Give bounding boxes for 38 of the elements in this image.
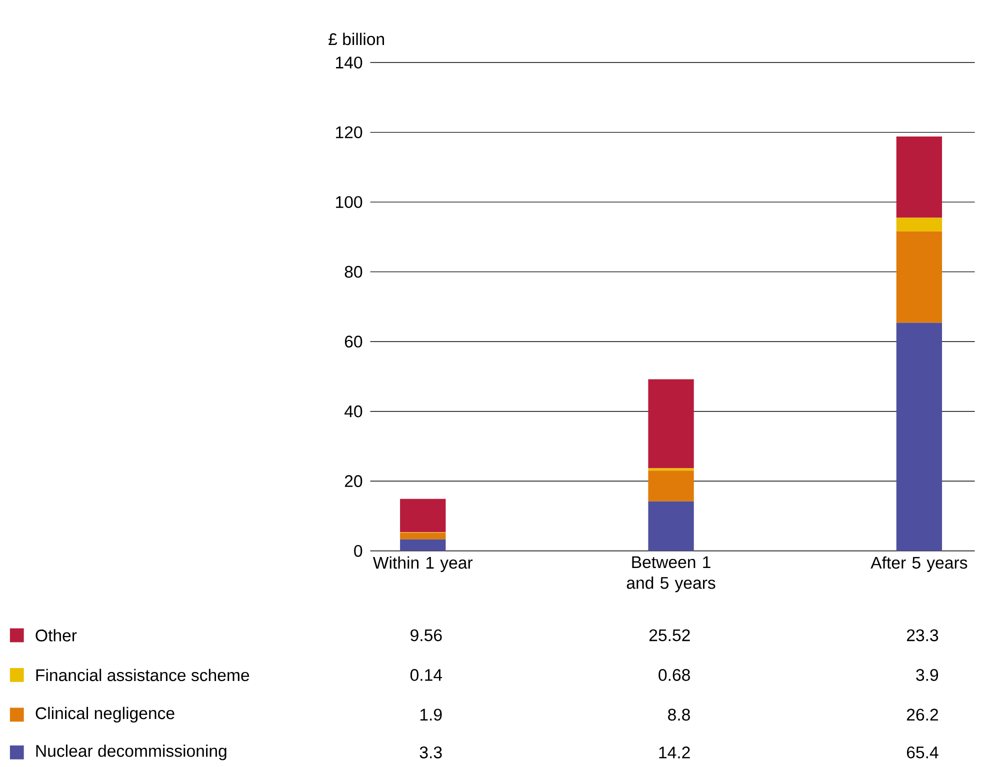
- data-label: 25.52: [649, 629, 690, 642]
- bar: [400, 532, 446, 540]
- bar: [400, 539, 446, 551]
- y-tick-label: 60: [344, 336, 362, 348]
- bar: [648, 470, 694, 502]
- y-tick-label: 140: [336, 56, 362, 68]
- x-tick-label: Between 1 and 5 years: [626, 556, 716, 592]
- data-label: 9.56: [410, 629, 442, 642]
- data-label: 1.9: [420, 708, 442, 721]
- legend-label: Financial assistance scheme: [36, 668, 250, 682]
- bar: [400, 498, 446, 532]
- x-tick-label: Within 1 year: [372, 556, 473, 572]
- y-tick-label: 100: [336, 196, 362, 208]
- data-label: 3.3: [420, 746, 442, 758]
- bar: [896, 136, 942, 218]
- y-tick-label: 0: [354, 544, 362, 557]
- y-tick-label: 40: [344, 405, 362, 418]
- bar: [896, 231, 942, 323]
- data-label: 14.2: [659, 746, 690, 758]
- y-axis-title: £ billion: [328, 32, 384, 46]
- bar: [896, 218, 942, 232]
- legend-label: Clinical negligence: [36, 706, 174, 722]
- y-tick-label: 20: [344, 475, 362, 487]
- bar: [648, 501, 694, 551]
- data-label: 23.3: [906, 629, 938, 642]
- data-label: 0.14: [410, 668, 442, 681]
- bar: [648, 379, 694, 468]
- x-tick-label: After 5 years: [870, 556, 968, 572]
- data-label: 26.2: [906, 708, 938, 721]
- data-label: 3.9: [916, 668, 938, 681]
- data-label: 8.8: [668, 708, 690, 721]
- legend-label: Nuclear decommissioning: [36, 744, 226, 760]
- legend-label: Other: [36, 628, 77, 642]
- bar: [896, 322, 942, 551]
- y-tick-label: 80: [344, 266, 362, 278]
- y-tick-label: 120: [336, 126, 362, 138]
- data-label: 0.68: [658, 668, 690, 681]
- data-label: 65.4: [906, 746, 938, 758]
